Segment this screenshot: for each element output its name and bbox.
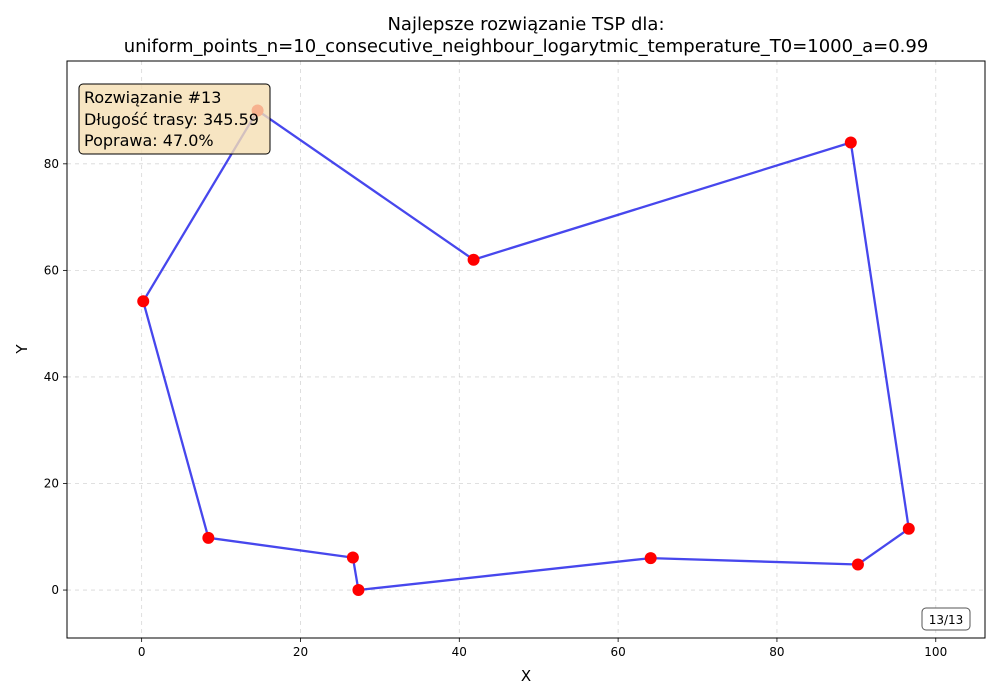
info-box-background (78, 83, 271, 155)
x-axis-label: X (521, 667, 531, 685)
x-tick-label: 20 (293, 645, 308, 659)
y-tick-label: 60 (44, 263, 59, 277)
x-tick-label: 0 (138, 645, 146, 659)
info-route-length: Długość trasy: 345.59 (84, 110, 259, 129)
y-tick-label: 80 (44, 157, 59, 171)
info-box: Rozwiązanie #13 Długość trasy: 345.59 Po… (78, 83, 271, 155)
city-point (644, 552, 657, 565)
x-tick-label: 40 (452, 645, 467, 659)
y-axis-label: Y (13, 344, 31, 355)
x-tick-label: 100 (924, 645, 947, 659)
y-tick-label: 40 (44, 370, 59, 384)
x-tick-label: 80 (769, 645, 784, 659)
city-point (346, 551, 359, 564)
city-point (902, 522, 915, 535)
city-point (137, 295, 150, 308)
tour-path (141, 109, 911, 592)
y-tick-label: 0 (51, 583, 59, 597)
chart-title-line1: Najlepsze rozwiązanie TSP dla: (387, 14, 664, 35)
grid (67, 61, 985, 638)
frame-counter-text: 13/13 (929, 613, 964, 627)
frame-counter: 13/13 (921, 607, 971, 631)
info-solution-number: Rozwiązanie #13 (84, 88, 221, 107)
frame-counter-box (921, 607, 971, 631)
x-tick-label: 60 (610, 645, 625, 659)
axis-ticks: 0 20 40 60 80 100 0 20 40 60 80 (44, 157, 947, 659)
city-points (137, 104, 915, 597)
city-point (844, 136, 857, 149)
city-point (851, 558, 864, 571)
city-point (352, 584, 365, 597)
y-tick-label: 20 (44, 476, 59, 490)
chart-title-line2: uniform_points_n=10_consecutive_neighbou… (124, 36, 929, 57)
info-improvement: Poprawa: 47.0% (84, 131, 214, 150)
city-point (467, 253, 480, 266)
tour-route (141, 109, 911, 592)
city-point (202, 531, 215, 544)
plot-frame (66, 60, 986, 639)
